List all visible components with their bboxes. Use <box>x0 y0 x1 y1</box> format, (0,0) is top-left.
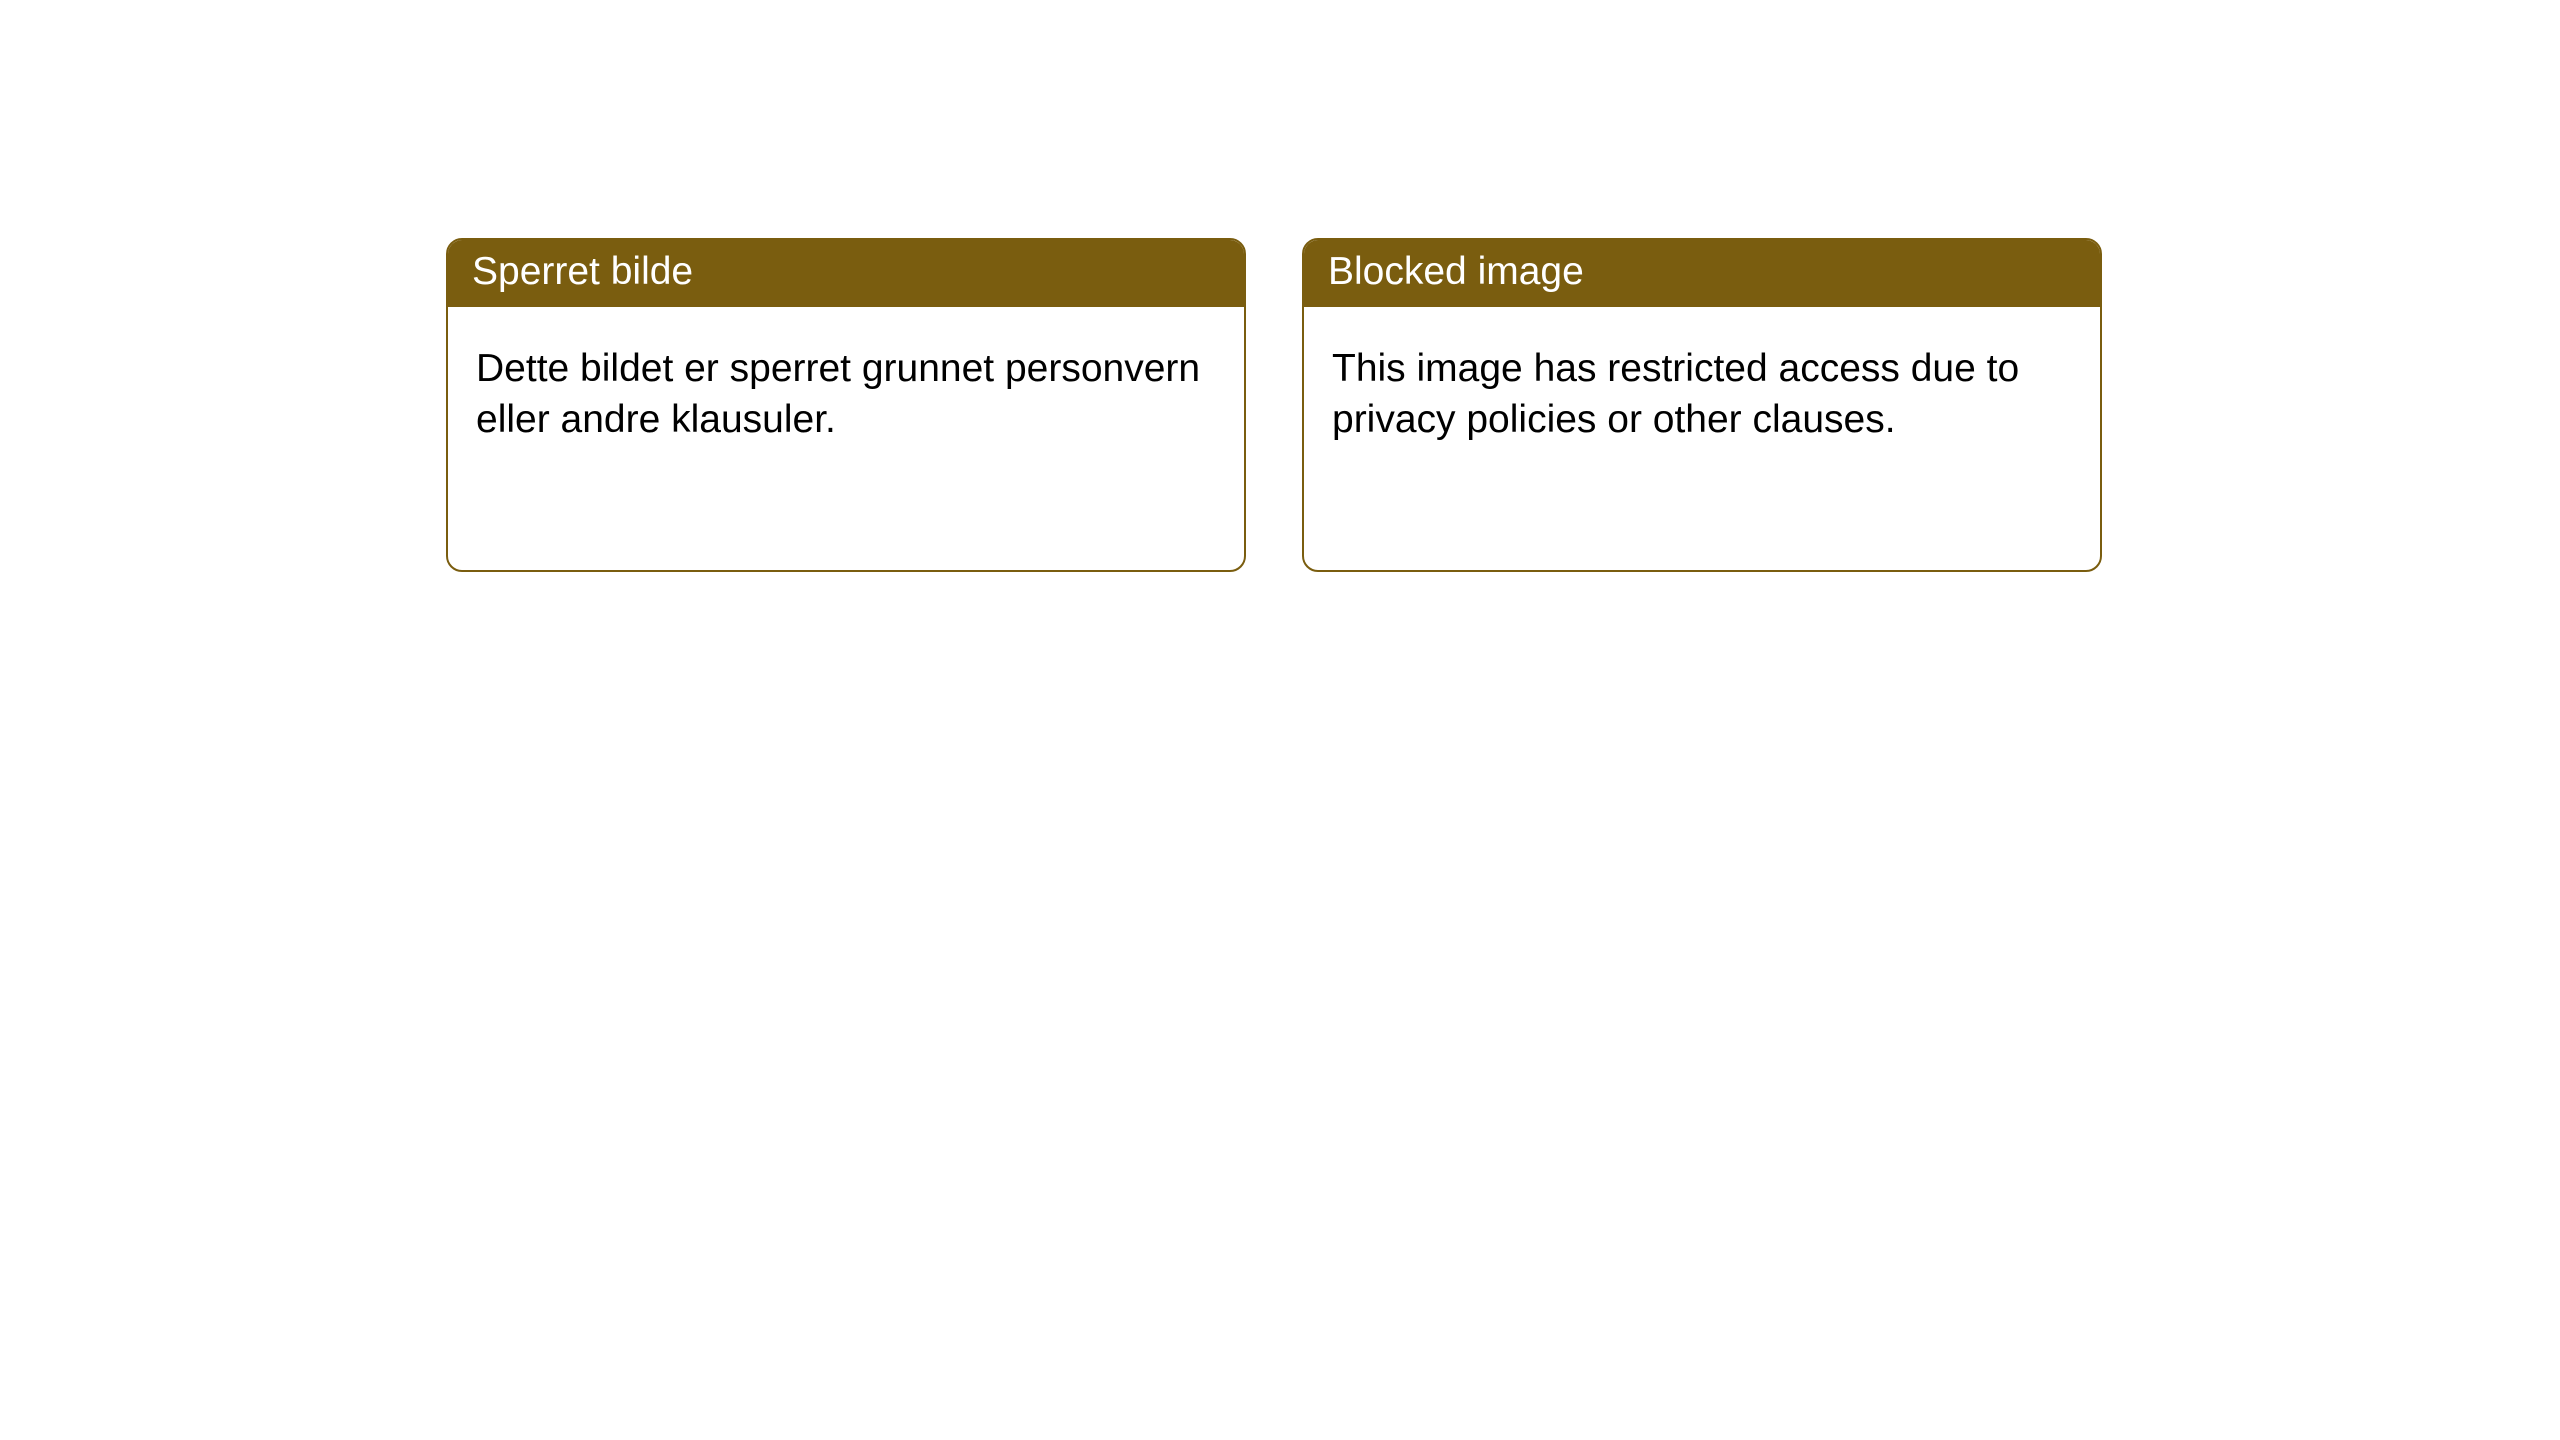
notice-container: Sperret bilde Dette bildet er sperret gr… <box>0 0 2560 572</box>
notice-header: Sperret bilde <box>448 240 1244 307</box>
notice-card-english: Blocked image This image has restricted … <box>1302 238 2102 572</box>
notice-card-norwegian: Sperret bilde Dette bildet er sperret gr… <box>446 238 1246 572</box>
notice-body: Dette bildet er sperret grunnet personve… <box>448 307 1244 470</box>
notice-body: This image has restricted access due to … <box>1304 307 2100 470</box>
notice-header: Blocked image <box>1304 240 2100 307</box>
